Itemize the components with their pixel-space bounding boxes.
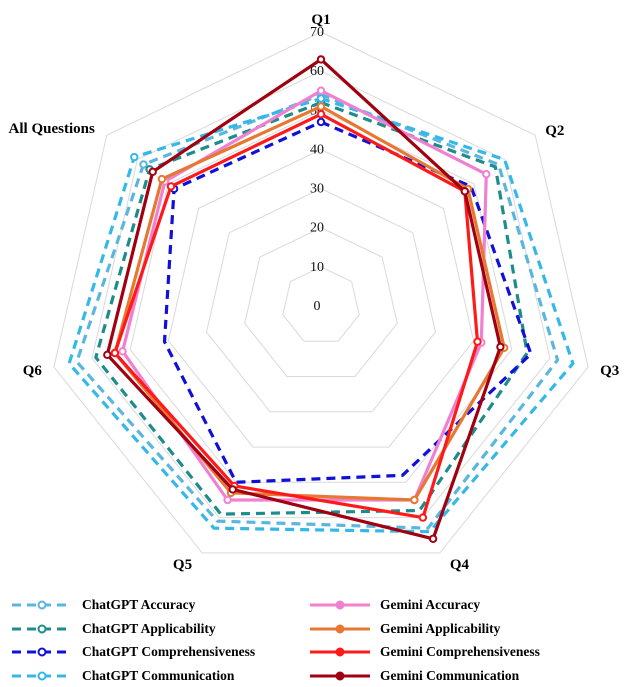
- legend-item-chatgpt-communication: ChatGPT Communication: [12, 668, 235, 683]
- point-gemini-communication-q4: [428, 534, 438, 543]
- point-chatgpt-comprehensiveness-q1: [316, 117, 326, 127]
- axis-label-q1: Q1: [311, 12, 330, 28]
- legend-marker-gemini-communication: [335, 671, 345, 681]
- grid-ring-70: [53, 31, 589, 554]
- axis-labels: Q1 Q2 Q3 Q4 Q5 Q6 All Questions: [9, 12, 620, 573]
- legend: ChatGPT Accuracy ChatGPT Applicability Cha…: [12, 597, 540, 683]
- axis-label-q2: Q2: [545, 123, 564, 139]
- legend-label-gemini-applicability: Gemini Applicability: [380, 621, 501, 636]
- series-gemini-comprehensiveness: [110, 110, 482, 522]
- legend-label-chatgpt-accuracy: ChatGPT Accuracy: [82, 597, 196, 612]
- grid-ring-40: [167, 148, 475, 448]
- legend-label-chatgpt-communication: ChatGPT Communication: [82, 668, 235, 683]
- tick-label-20: 20: [310, 221, 324, 236]
- legend-label-chatgpt-comprehensiveness: ChatGPT Comprehensiveness: [82, 644, 255, 659]
- tick-label-30: 30: [310, 182, 324, 197]
- grid-ring-60: [91, 70, 551, 519]
- point-gemini-comprehensiveness-q3: [473, 337, 482, 346]
- point-gemini-comprehensiveness-q1: [316, 110, 326, 119]
- point-gemini-applicability-all-questions: [157, 174, 167, 184]
- axis-label-q4: Q4: [450, 557, 470, 573]
- axis-label-q3: Q3: [600, 363, 619, 379]
- legend-marker-gemini-applicability: [335, 624, 345, 634]
- legend-marker-chatgpt-comprehensiveness: [37, 647, 47, 657]
- point-chatgpt-communication-all-questions: [130, 152, 139, 162]
- grid-ring-20: [244, 227, 398, 377]
- legend-label-gemini-accuracy: Gemini Accuracy: [380, 597, 480, 612]
- axis-label-all-questions: All Questions: [9, 121, 95, 137]
- point-gemini-communication-q6: [103, 350, 112, 359]
- legend-item-gemini-accuracy: Gemini Accuracy: [310, 597, 480, 612]
- point-gemini-applicability-q1: [316, 102, 326, 111]
- legend-label-gemini-comprehensiveness: Gemini Comprehensiveness: [380, 644, 540, 659]
- legend-label-chatgpt-applicability: ChatGPT Applicability: [82, 621, 216, 636]
- series-line-gemini-communication: [105, 57, 502, 541]
- series-line-chatgpt-comprehensiveness: [162, 120, 533, 484]
- axis-label-q6: Q6: [23, 363, 43, 379]
- series-line-chatgpt-communication: [67, 96, 575, 534]
- legend-item-gemini-applicability: Gemini Applicability: [310, 621, 501, 636]
- point-gemini-accuracy-q2: [482, 170, 491, 179]
- point-gemini-applicability-q4: [410, 495, 419, 505]
- grid-ring-30: [205, 188, 437, 413]
- point-gemini-communication-q3: [496, 342, 505, 352]
- legend-item-chatgpt-accuracy: ChatGPT Accuracy: [12, 597, 196, 612]
- series-line-gemini-accuracy: [120, 89, 488, 502]
- legend-marker-chatgpt-applicability: [37, 624, 47, 634]
- point-gemini-accuracy-q1: [316, 86, 326, 95]
- point-gemini-comprehensiveness-q4: [418, 513, 428, 522]
- point-gemini-communication-q5: [228, 485, 237, 494]
- legend-item-gemini-comprehensiveness: Gemini Comprehensiveness: [310, 644, 540, 659]
- legend-label-gemini-communication: Gemini Communication: [380, 668, 520, 683]
- tick-label-70: 70: [310, 25, 324, 40]
- legend-marker-gemini-accuracy: [335, 600, 345, 610]
- legend-marker-gemini-comprehensiveness: [335, 647, 345, 657]
- series-lines: [67, 55, 575, 543]
- point-gemini-accuracy-q5: [223, 495, 232, 505]
- point-gemini-comprehensiveness-q6: [110, 348, 120, 358]
- radar-grid: [53, 31, 589, 554]
- legend-marker-chatgpt-accuracy: [37, 600, 47, 610]
- series-line-gemini-applicability: [113, 104, 506, 502]
- tick-label-40: 40: [310, 142, 324, 157]
- point-chatgpt-accuracy-all-questions: [139, 160, 148, 169]
- tick-label-60: 60: [310, 64, 324, 79]
- point-gemini-communication-all-questions: [148, 167, 157, 177]
- grid-ring-10: [282, 266, 360, 342]
- point-gemini-accuracy-q6: [118, 347, 127, 356]
- series-line-chatgpt-accuracy: [75, 92, 560, 530]
- legend-item-gemini-communication: Gemini Communication: [310, 668, 520, 683]
- point-gemini-comprehensiveness-all-questions: [166, 182, 176, 191]
- point-gemini-communication-q2: [460, 187, 469, 196]
- legend-marker-chatgpt-communication: [37, 671, 47, 681]
- series-line-gemini-comprehensiveness: [113, 112, 480, 520]
- series-gemini-communication: [103, 55, 505, 543]
- tick-label-10: 10: [310, 260, 324, 275]
- axis-label-q5: Q5: [173, 557, 192, 573]
- legend-item-chatgpt-applicability: ChatGPT Applicability: [12, 621, 216, 636]
- series-gemini-accuracy: [118, 86, 491, 505]
- point-chatgpt-communication-q1: [316, 94, 326, 103]
- series-chatgpt-communication: [67, 94, 575, 534]
- legend-item-chatgpt-comprehensiveness: ChatGPT Comprehensiveness: [12, 644, 255, 659]
- series-gemini-applicability: [110, 102, 509, 505]
- tick-label-0: 0: [314, 299, 321, 314]
- point-gemini-communication-q1: [316, 55, 326, 64]
